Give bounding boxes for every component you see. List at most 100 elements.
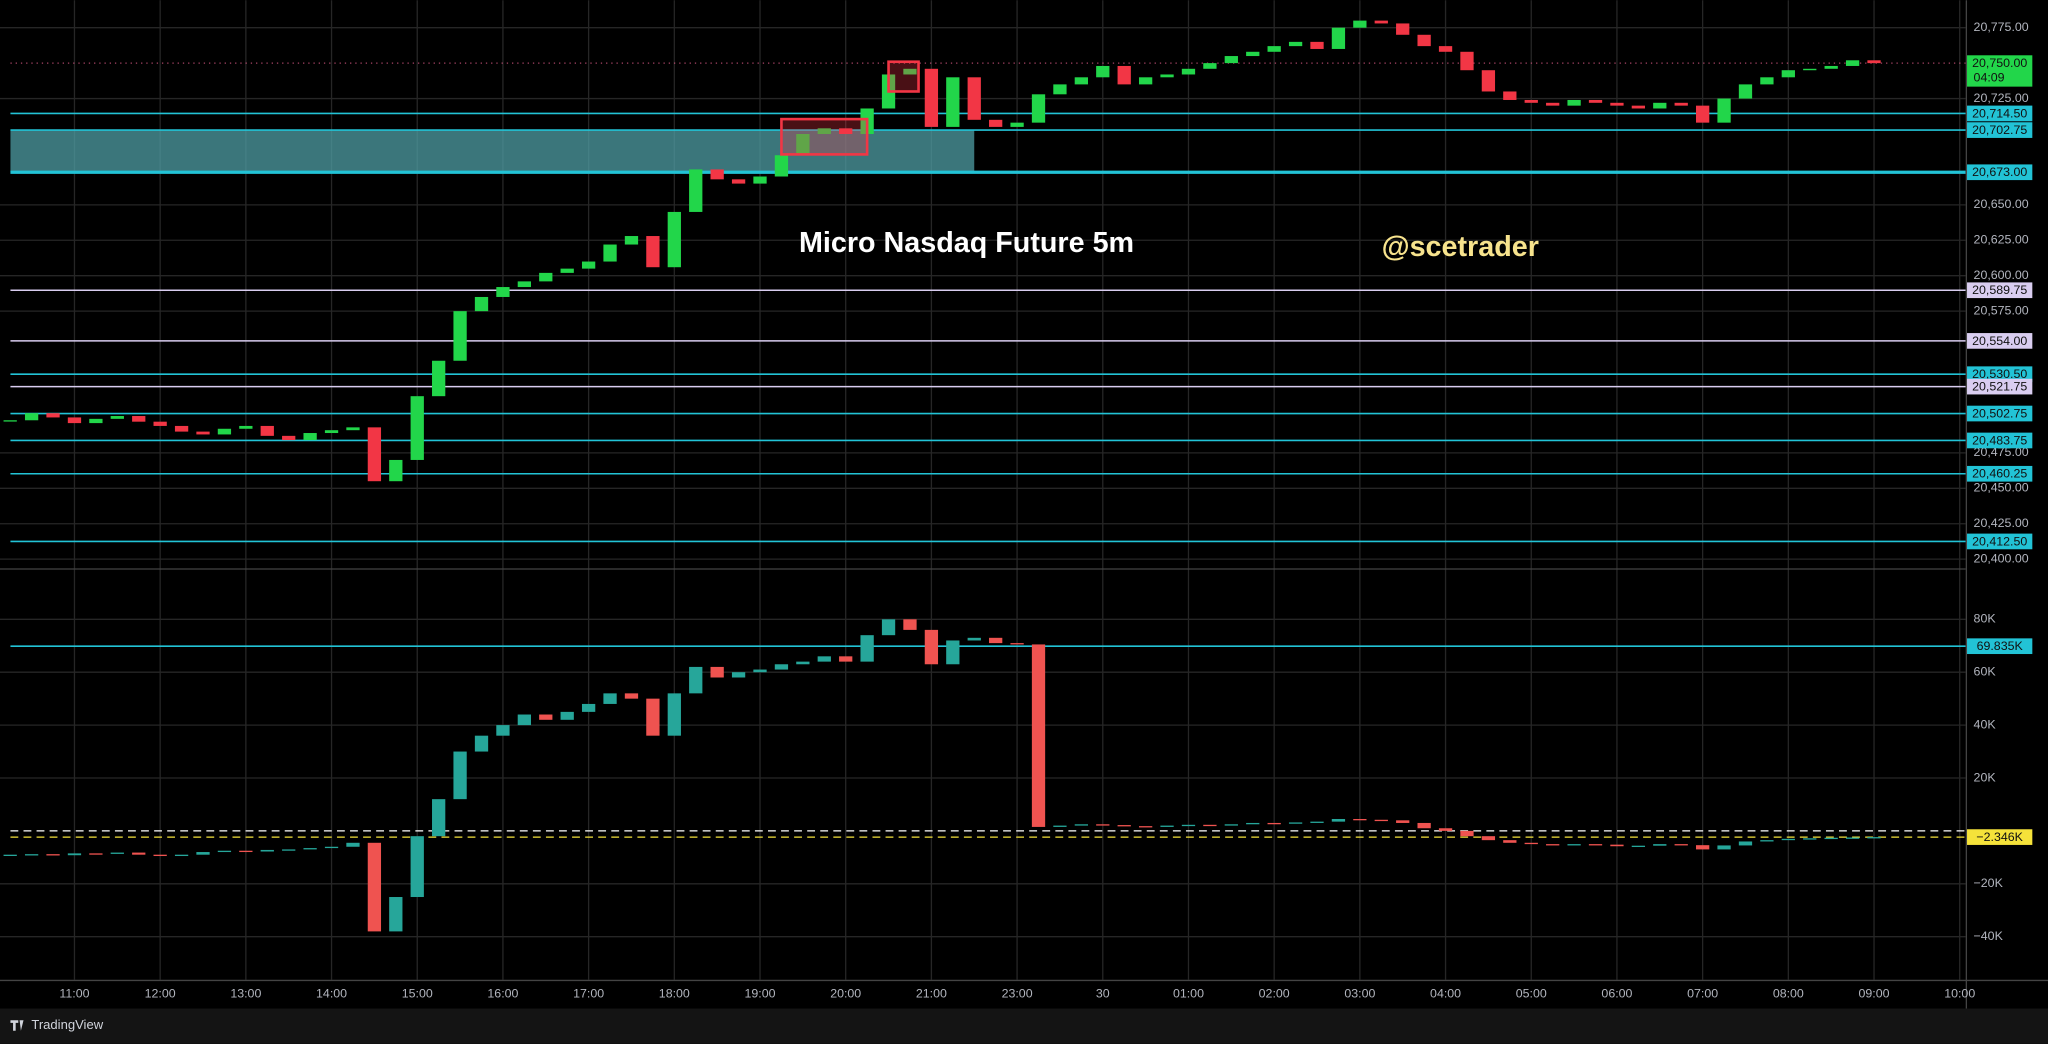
candle xyxy=(1181,68,1196,75)
candle xyxy=(346,427,360,431)
candle xyxy=(1310,41,1324,49)
y-tick-label: 20,400.00 xyxy=(1974,551,2029,565)
candle xyxy=(303,433,317,441)
candle xyxy=(1695,105,1710,123)
candle xyxy=(1310,821,1324,823)
candle xyxy=(453,751,467,800)
level-label: 20,412.50 xyxy=(1972,534,2027,548)
watermark: @scetrader xyxy=(1382,231,1539,263)
candle xyxy=(924,68,939,127)
candle xyxy=(1674,102,1688,106)
x-tick-label: 08:00 xyxy=(1773,986,1804,1000)
candle xyxy=(1481,836,1496,841)
level-label-bg xyxy=(1967,638,2033,655)
candle xyxy=(1096,65,1110,78)
candle xyxy=(1031,94,1046,123)
candle xyxy=(1546,102,1560,106)
candle xyxy=(24,854,39,856)
candle xyxy=(924,629,939,665)
x-tick-label: 10:00 xyxy=(1944,986,1975,1000)
candle xyxy=(817,128,831,134)
candle xyxy=(1374,819,1388,822)
candle xyxy=(196,431,210,435)
candle xyxy=(24,413,39,421)
x-tick-label: 13:00 xyxy=(230,986,261,1000)
candle xyxy=(1481,70,1496,92)
brand-logo xyxy=(10,1020,24,1031)
x-tick-label: 01:00 xyxy=(1173,986,1204,1000)
candle xyxy=(1845,60,1860,66)
candle xyxy=(774,155,789,177)
candle xyxy=(1503,840,1517,843)
candle xyxy=(1417,34,1431,47)
x-tick-label: 15:00 xyxy=(402,986,433,1000)
highlight-box xyxy=(780,117,869,156)
y-tick-label: 80K xyxy=(1974,612,1997,626)
level-label: 20,589.75 xyxy=(1972,283,2027,297)
candle xyxy=(774,664,789,670)
candle xyxy=(260,849,274,852)
candle xyxy=(753,669,767,673)
candle xyxy=(346,842,360,847)
candle xyxy=(1653,102,1667,109)
candle xyxy=(1096,824,1110,826)
candle xyxy=(1224,824,1238,826)
candle xyxy=(1438,46,1453,52)
candle xyxy=(903,619,917,630)
candle xyxy=(67,417,82,424)
candle xyxy=(1567,99,1581,106)
level-label-bg xyxy=(1967,366,2033,383)
candle xyxy=(667,211,681,268)
y-tick-label: 20,450.00 xyxy=(1974,481,2029,495)
candle xyxy=(496,725,510,736)
candle xyxy=(1717,98,1731,123)
candle xyxy=(1117,825,1131,827)
x-tick-label: 16:00 xyxy=(487,986,518,1000)
candle xyxy=(603,693,617,704)
candle xyxy=(817,656,831,662)
candle xyxy=(796,661,810,665)
candle xyxy=(217,428,232,435)
candle xyxy=(132,852,146,855)
candle xyxy=(667,693,681,736)
x-tick-label: 23:00 xyxy=(1002,986,1033,1000)
candle xyxy=(1396,23,1410,35)
candle xyxy=(282,435,296,441)
candle xyxy=(1610,102,1624,106)
y-tick-label: 20,600.00 xyxy=(1974,268,2029,282)
last-label-bg xyxy=(1967,829,2033,845)
y-tick-label: 20,475.00 xyxy=(1974,445,2029,459)
candle xyxy=(1117,65,1131,85)
price-axis-bg xyxy=(1965,0,2048,1009)
chart-title: Micro Nasdaq Future 5m xyxy=(799,227,1134,259)
level-label: 20,714.50 xyxy=(1972,106,2027,120)
candle xyxy=(389,897,403,932)
candle xyxy=(389,459,403,482)
candle xyxy=(1331,818,1346,822)
candle xyxy=(1053,825,1067,827)
candle xyxy=(474,296,489,312)
x-tick-label: 30 xyxy=(1096,986,1110,1000)
x-tick-label: 06:00 xyxy=(1601,986,1632,1000)
candle xyxy=(517,281,531,288)
candle xyxy=(710,169,724,180)
candle xyxy=(1138,826,1153,828)
x-tick-label: 20:00 xyxy=(830,986,861,1000)
level-label-bg xyxy=(1967,432,2033,449)
candle xyxy=(432,360,446,397)
candle xyxy=(1653,844,1667,846)
y-tick-label: 40K xyxy=(1974,717,1997,731)
candle xyxy=(239,850,253,853)
candle xyxy=(710,666,724,678)
candle xyxy=(1760,840,1774,842)
candle xyxy=(839,656,853,662)
candle xyxy=(860,635,874,662)
y-tick-label: 20,575.00 xyxy=(1974,303,2029,317)
candle xyxy=(1074,77,1089,85)
x-tick-label: 14:00 xyxy=(316,986,347,1000)
candle xyxy=(1417,822,1431,829)
candle xyxy=(967,637,981,641)
candle xyxy=(1138,77,1153,85)
